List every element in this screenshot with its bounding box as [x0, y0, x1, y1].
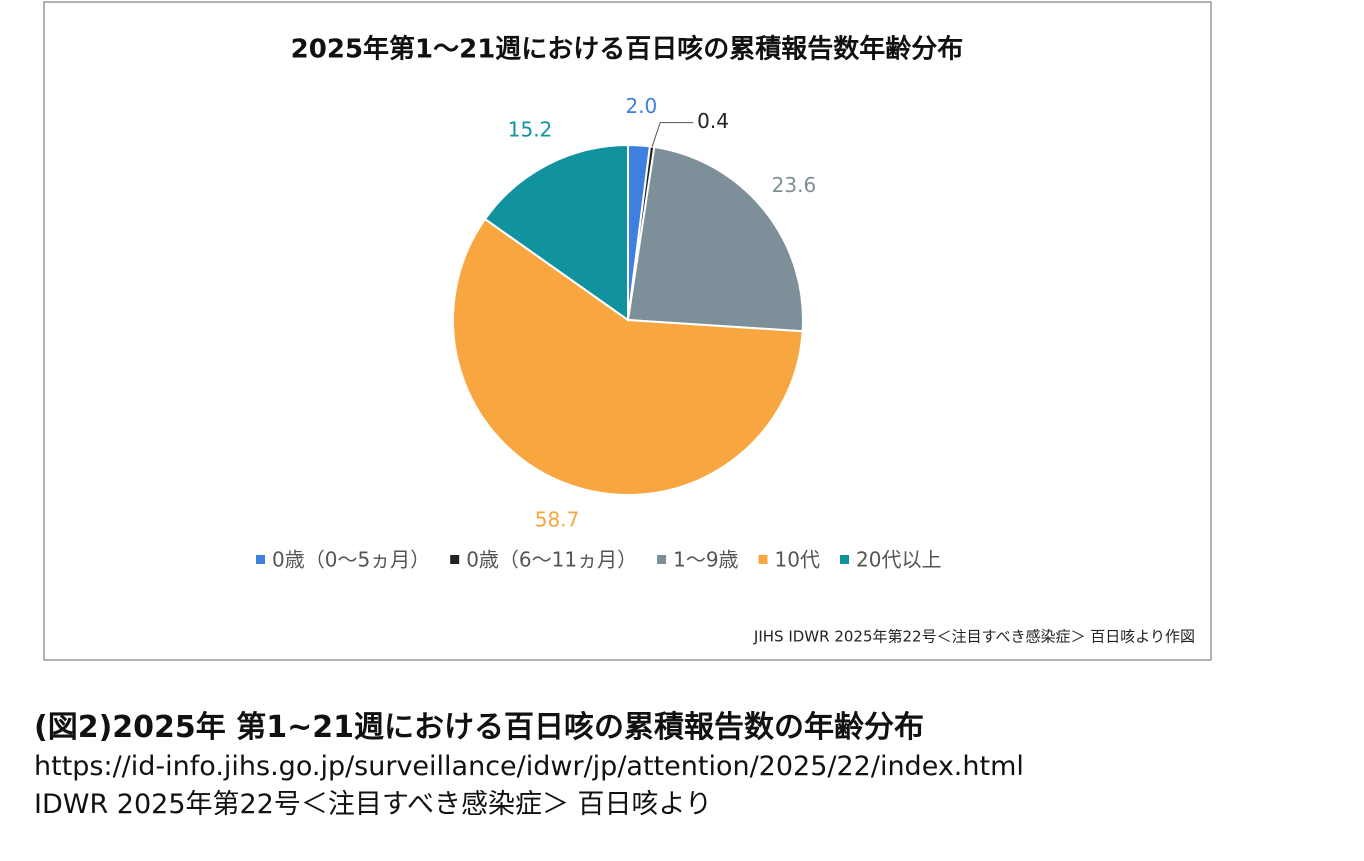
leader-line	[651, 122, 694, 147]
pie-slice	[452, 217, 804, 496]
data-label: 58.7	[535, 507, 580, 531]
pie-slice	[626, 145, 804, 333]
source-note: JIHS IDWR 2025年第22号＜注目すべき感染症＞ 百日咳より作図	[753, 628, 1195, 646]
data-label: 2.0	[625, 94, 657, 118]
caption: (図2)2025年 第1~21週における百日咳の累積報告数の年齢分布 https…	[34, 708, 1024, 824]
pie-slice	[483, 143, 629, 322]
data-label: 0.4	[697, 109, 729, 133]
data-label: 23.6	[772, 173, 817, 197]
legend-marker	[657, 555, 667, 564]
legend-label: 0歳（6〜11ヵ月）	[466, 548, 637, 572]
data-label: 15.2	[508, 117, 553, 141]
legend-label: 0歳（0〜5ヵ月）	[272, 548, 430, 572]
legend-marker	[758, 555, 768, 564]
legend-label: 1〜9歳	[673, 548, 738, 572]
chart: 2025年第1〜21週における百日咳の累積報告数年齢分布 JIHS IDWR 2…	[43, 1, 1212, 661]
caption-title: (図2)2025年 第1~21週における百日咳の累積報告数の年齢分布	[34, 710, 924, 745]
legend-marker	[256, 555, 265, 564]
legend-marker	[450, 555, 460, 564]
legend-marker	[840, 555, 849, 564]
legend-label: 10代	[775, 548, 820, 572]
caption-source: IDWR 2025年第22号＜注目すべき感染症＞ 百日咳より	[34, 789, 713, 820]
caption-url: https://id-info.jihs.go.jp/surveillance/…	[34, 751, 1024, 782]
legend-label: 20代以上	[856, 548, 941, 572]
chart-title: 2025年第1〜21週における百日咳の累積報告数年齢分布	[291, 34, 964, 65]
